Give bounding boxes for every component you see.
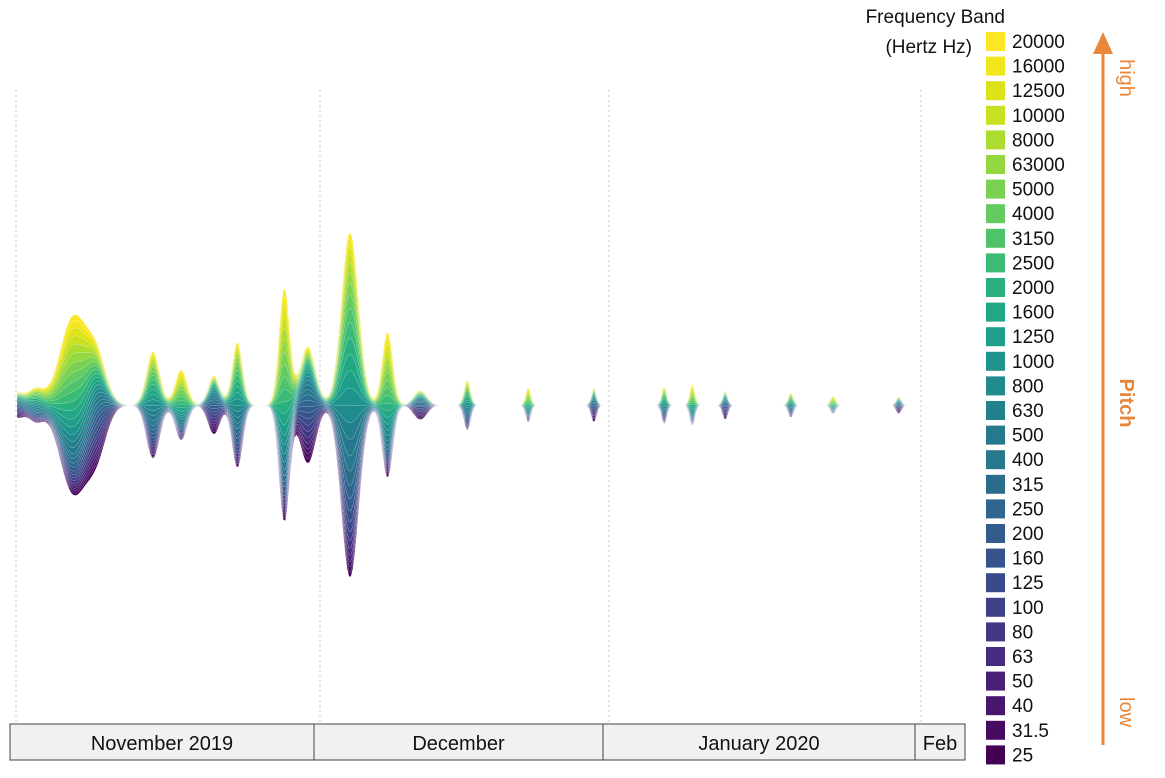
- legend: Frequency Band (Hertz Hz) 20000 16000 1250…: [866, 7, 1065, 766]
- legend-label: 40: [1012, 696, 1033, 717]
- legend-swatch: [986, 376, 1005, 396]
- legend-swatch: [986, 228, 1005, 248]
- legend-label: 63: [1012, 647, 1033, 668]
- legend-label: 315: [1012, 475, 1044, 496]
- legend-label: 2500: [1012, 253, 1054, 274]
- legend-label: 63000: [1012, 155, 1065, 176]
- stream-layer: [16, 239, 955, 406]
- stream-layer: [16, 253, 955, 406]
- legend-swatch: [986, 696, 1005, 716]
- legend-swatch: [986, 56, 1005, 76]
- pitch-annotation: high Pitch low: [1093, 32, 1137, 745]
- legend-swatch: [986, 278, 1005, 297]
- x-axis-bar: [9, 723, 966, 761]
- legend-label: 31.5: [1012, 721, 1049, 742]
- legend-label: 3150: [1012, 229, 1054, 250]
- stream-layer: [16, 353, 955, 426]
- legend-label: 20000: [1012, 32, 1065, 53]
- x-tick-label: January 2020: [698, 733, 819, 755]
- stream-layer: [16, 308, 955, 406]
- legend-swatch: [986, 302, 1005, 322]
- legend-label: 630: [1012, 401, 1044, 422]
- stream-layers: [16, 233, 955, 577]
- legend-title-line2: (Hertz Hz): [885, 37, 972, 58]
- legend-swatch: [986, 105, 1005, 125]
- x-tick-label: November 2019: [91, 733, 233, 755]
- x-tick-label: December: [412, 733, 505, 755]
- legend-label: 100: [1012, 598, 1044, 619]
- legend-swatch: [986, 671, 1005, 691]
- legend-label: 16000: [1012, 57, 1065, 78]
- legend-swatch: [986, 450, 1005, 470]
- stream-layer: [16, 368, 955, 436]
- legend-swatch: [986, 155, 1005, 174]
- legend-label: 400: [1012, 450, 1044, 471]
- legend-label: 5000: [1012, 180, 1054, 201]
- pitch-arrow-head-icon: [1093, 32, 1113, 54]
- legend-label: 1600: [1012, 303, 1054, 324]
- stream-layer: [16, 337, 955, 414]
- legend-label: 2000: [1012, 278, 1054, 299]
- x-axis: November 2019 December January 2020 Feb: [9, 723, 966, 761]
- legend-swatch: [986, 474, 1005, 494]
- legend-items: 20000 16000 12500 10000 8000 63000 5000 4000 315…: [986, 32, 1065, 766]
- stream-layer: [16, 322, 955, 406]
- pitch-low-label: low: [1115, 697, 1137, 728]
- legend-label: 1250: [1012, 327, 1054, 348]
- legend-swatch: [986, 253, 1005, 273]
- legend-label: 12500: [1012, 81, 1065, 102]
- legend-swatch: [986, 81, 1005, 101]
- legend-swatch: [986, 401, 1005, 420]
- legend-label: 500: [1012, 426, 1044, 447]
- legend-swatch: [986, 597, 1005, 617]
- pitch-high-label: high: [1115, 59, 1137, 97]
- legend-label: 50: [1012, 672, 1033, 693]
- legend-label: 80: [1012, 622, 1033, 643]
- stream-layer: [16, 246, 955, 406]
- legend-swatch: [986, 130, 1005, 150]
- legend-swatch: [986, 548, 1005, 568]
- legend-label: 1000: [1012, 352, 1054, 373]
- legend-swatch: [986, 327, 1005, 347]
- x-tick-label: Feb: [923, 733, 957, 755]
- legend-swatch: [986, 499, 1005, 519]
- legend-label: 4000: [1012, 204, 1054, 225]
- legend-label: 200: [1012, 524, 1044, 545]
- legend-swatch: [986, 720, 1005, 740]
- legend-swatch: [986, 573, 1005, 593]
- stream-layer: [16, 283, 955, 406]
- legend-swatch: [986, 32, 1005, 51]
- legend-title-line1: Frequency Band: [866, 7, 1005, 28]
- legend-label: 10000: [1012, 106, 1065, 127]
- pitch-label: Pitch: [1115, 379, 1137, 428]
- legend-swatch: [986, 647, 1005, 666]
- legend-swatch: [986, 622, 1005, 642]
- legend-label: 125: [1012, 573, 1044, 594]
- legend-swatch: [986, 745, 1005, 765]
- stream-layer: [16, 295, 955, 406]
- stream-layer: [16, 262, 955, 406]
- legend-swatch: [986, 425, 1005, 445]
- stream-layer: [16, 272, 955, 406]
- legend-label: 800: [1012, 376, 1044, 397]
- legend-label: 25: [1012, 745, 1033, 766]
- legend-label: 250: [1012, 499, 1044, 520]
- stream-layer: [16, 233, 955, 406]
- legend-swatch: [986, 351, 1005, 371]
- legend-swatch: [986, 204, 1005, 224]
- legend-label: 8000: [1012, 130, 1054, 151]
- legend-swatch: [986, 524, 1005, 543]
- legend-label: 160: [1012, 549, 1044, 570]
- legend-swatch: [986, 179, 1005, 199]
